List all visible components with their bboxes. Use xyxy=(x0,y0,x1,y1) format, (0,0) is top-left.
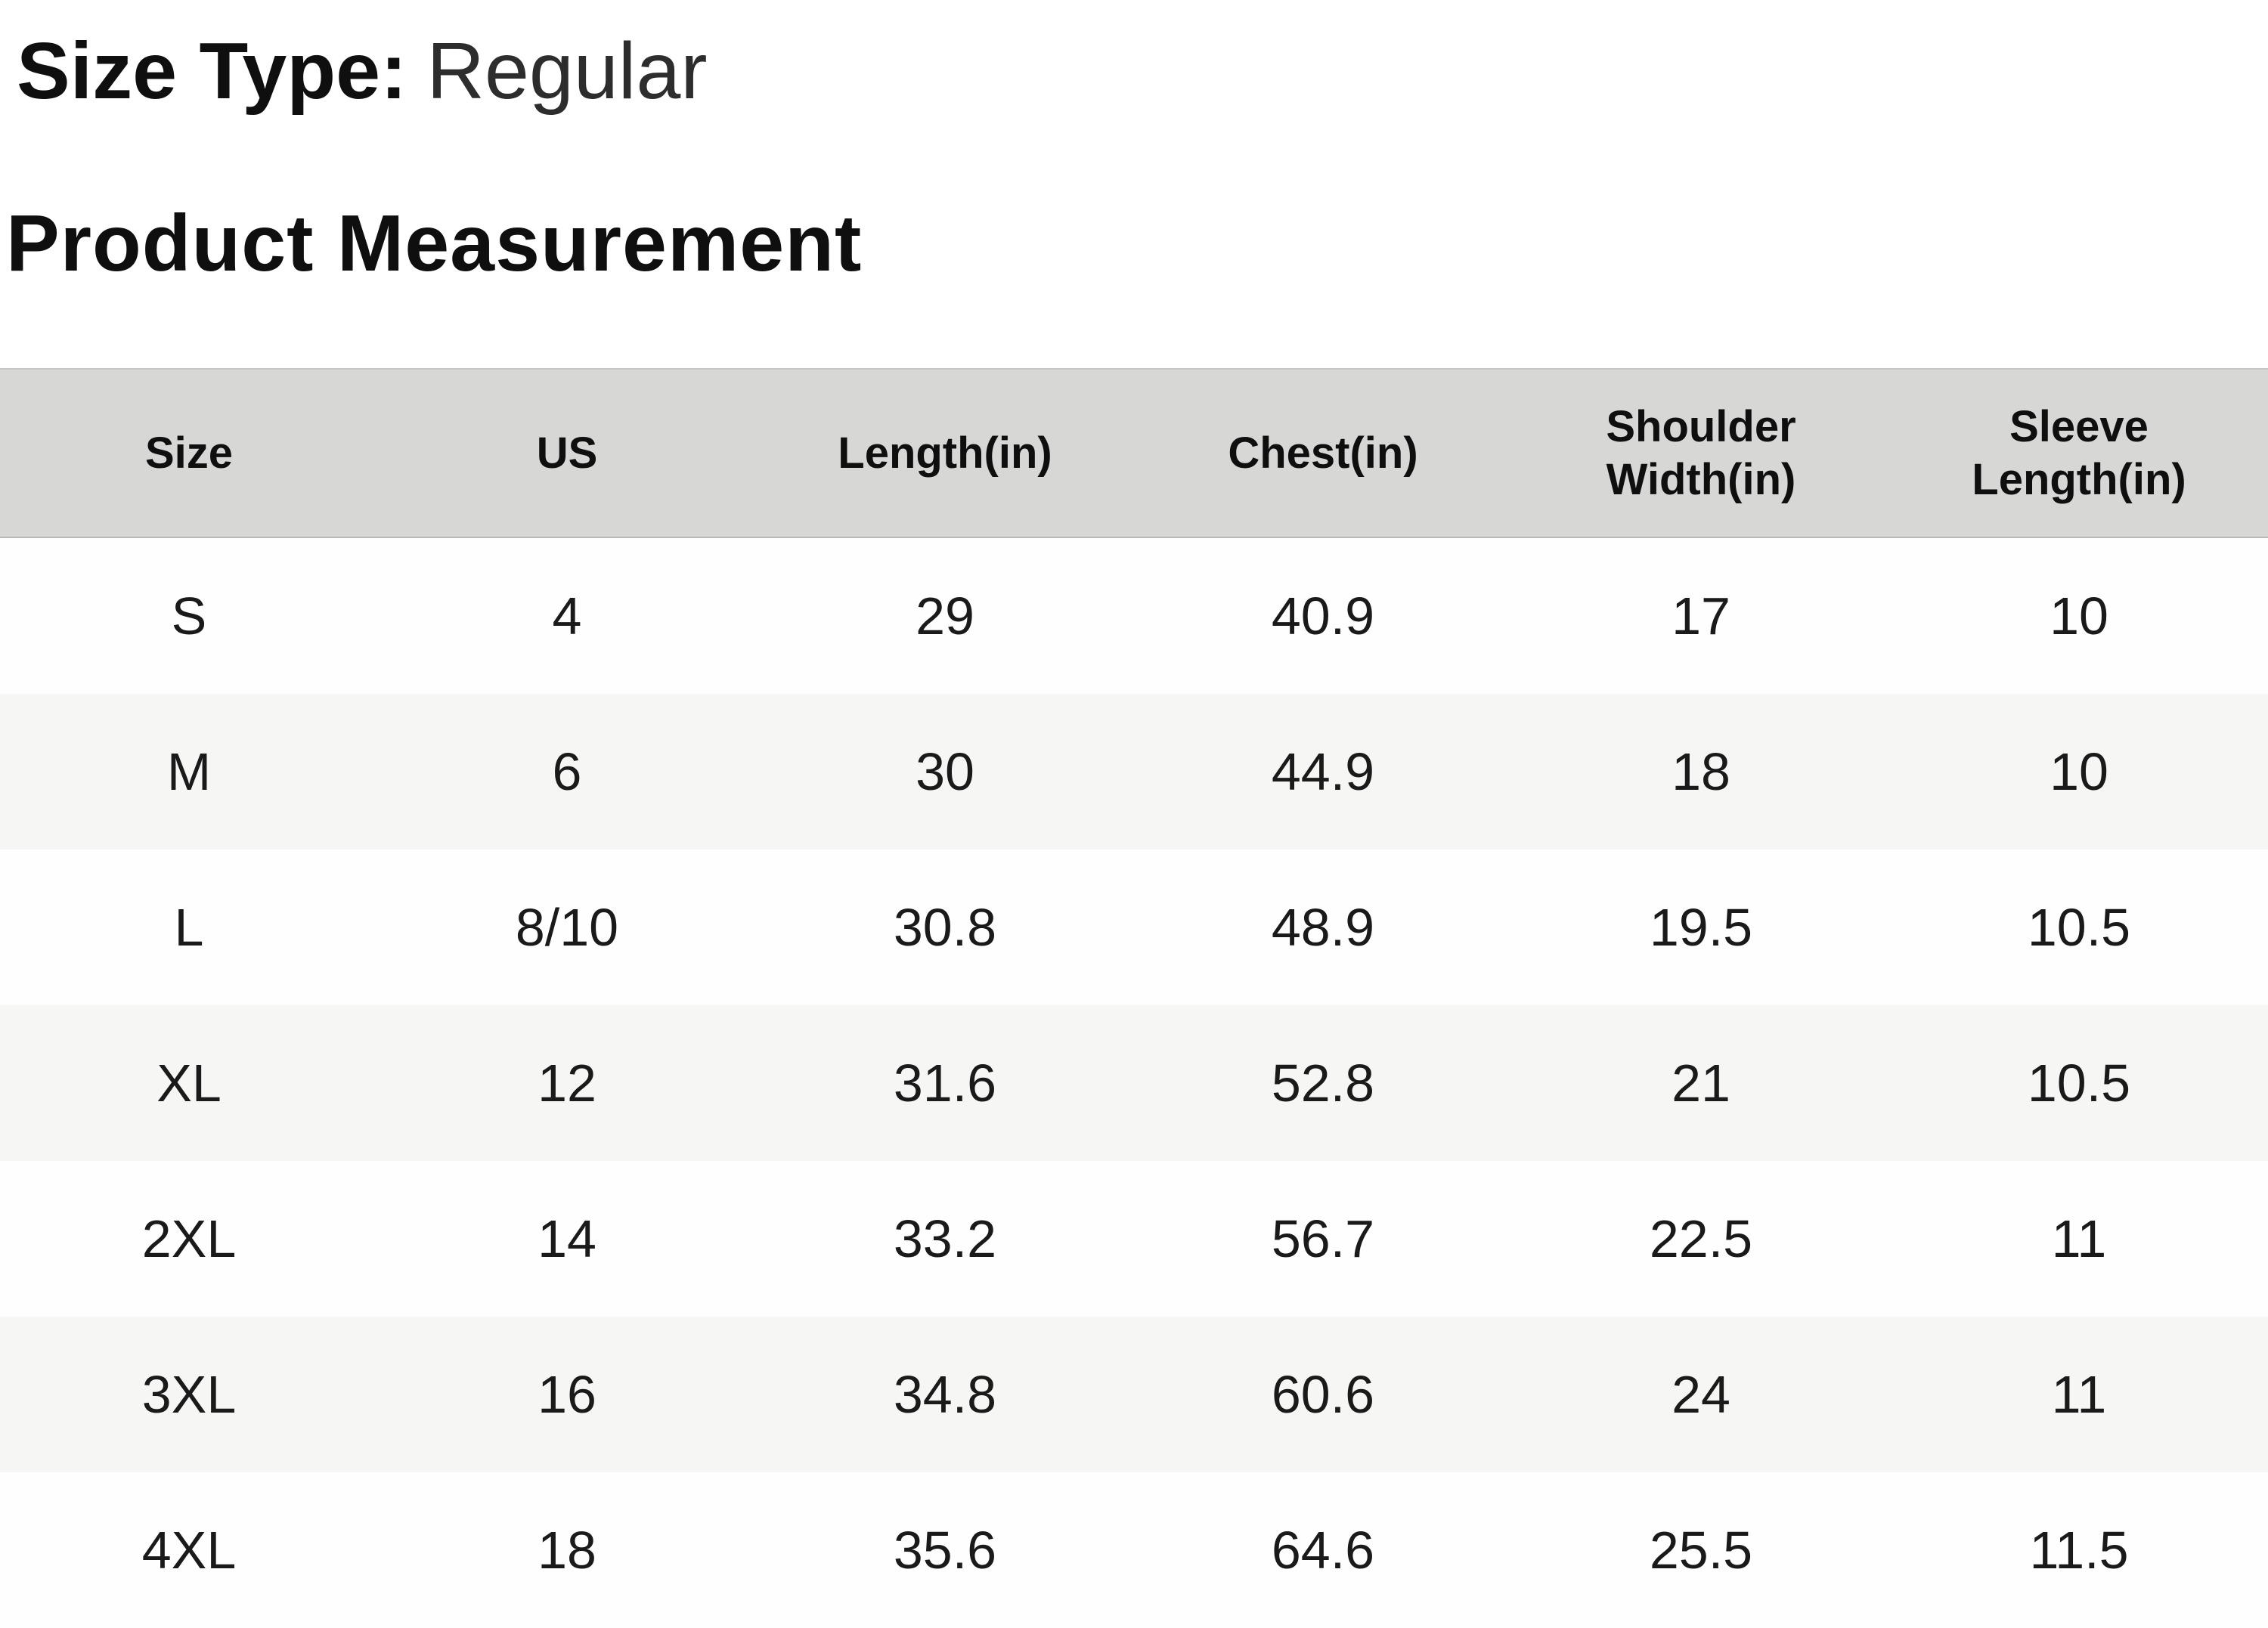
measurement-table-container: Size US Length(in) Chest(in) Shoulder Wi… xyxy=(0,368,2268,1628)
cell-chest: 56.7 xyxy=(1134,1161,1512,1317)
table-header-row: Size US Length(in) Chest(in) Shoulder Wi… xyxy=(0,368,2268,538)
table-row-2xl: 2XL 14 33.2 56.7 22.5 11 xyxy=(0,1161,2268,1317)
cell-sleeve-length: 11.5 xyxy=(1890,1472,2268,1628)
cell-chest: 48.9 xyxy=(1134,850,1512,1005)
cell-sleeve-length: 10 xyxy=(1890,537,2268,694)
cell-us: 14 xyxy=(378,1161,756,1317)
cell-size: 3XL xyxy=(0,1317,378,1472)
cell-chest: 40.9 xyxy=(1134,537,1512,694)
cell-sleeve-length: 10.5 xyxy=(1890,850,2268,1005)
table-row-s: S 4 29 40.9 17 10 xyxy=(0,537,2268,694)
cell-length: 33.2 xyxy=(756,1161,1134,1317)
cell-length: 30.8 xyxy=(756,850,1134,1005)
column-header-us: US xyxy=(378,368,756,538)
cell-shoulder-width: 25.5 xyxy=(1512,1472,1890,1628)
table-row-xl: XL 12 31.6 52.8 21 10.5 xyxy=(0,1005,2268,1161)
cell-chest: 64.6 xyxy=(1134,1472,1512,1628)
table-row-3xl: 3XL 16 34.8 60.6 24 11 xyxy=(0,1317,2268,1472)
cell-length: 31.6 xyxy=(756,1005,1134,1161)
table-row-m: M 6 30 44.9 18 10 xyxy=(0,694,2268,850)
cell-size: 2XL xyxy=(0,1161,378,1317)
product-measurement-title: Product Measurement xyxy=(6,199,863,288)
cell-size: S xyxy=(0,537,378,694)
cell-length: 29 xyxy=(756,537,1134,694)
cell-length: 35.6 xyxy=(756,1472,1134,1628)
cell-shoulder-width: 21 xyxy=(1512,1005,1890,1161)
column-header-sleeve-length: Sleeve Length(in) xyxy=(1890,368,2268,538)
size-type-value: Regular xyxy=(426,26,708,116)
table-row-4xl: 4XL 18 35.6 64.6 25.5 11.5 xyxy=(0,1472,2268,1628)
cell-chest: 52.8 xyxy=(1134,1005,1512,1161)
cell-shoulder-width: 19.5 xyxy=(1512,850,1890,1005)
cell-length: 34.8 xyxy=(756,1317,1134,1472)
table-body: S 4 29 40.9 17 10 M 6 30 44.9 18 10 L xyxy=(0,537,2268,1628)
column-header-length: Length(in) xyxy=(756,368,1134,538)
cell-size: 4XL xyxy=(0,1472,378,1628)
cell-shoulder-width: 22.5 xyxy=(1512,1161,1890,1317)
cell-chest: 60.6 xyxy=(1134,1317,1512,1472)
cell-sleeve-length: 11 xyxy=(1890,1317,2268,1472)
table-header: Size US Length(in) Chest(in) Shoulder Wi… xyxy=(0,368,2268,538)
cell-shoulder-width: 24 xyxy=(1512,1317,1890,1472)
measurement-table: Size US Length(in) Chest(in) Shoulder Wi… xyxy=(0,368,2268,1628)
table-row-l: L 8/10 30.8 48.9 19.5 10.5 xyxy=(0,850,2268,1005)
cell-chest: 44.9 xyxy=(1134,694,1512,850)
column-header-size: Size xyxy=(0,368,378,538)
size-type-label: Size Type: xyxy=(17,26,407,116)
size-type-heading: Size Type: Regular xyxy=(17,26,708,118)
cell-shoulder-width: 18 xyxy=(1512,694,1890,850)
cell-sleeve-length: 10.5 xyxy=(1890,1005,2268,1161)
cell-shoulder-width: 17 xyxy=(1512,537,1890,694)
cell-us: 12 xyxy=(378,1005,756,1161)
cell-size: XL xyxy=(0,1005,378,1161)
cell-sleeve-length: 11 xyxy=(1890,1161,2268,1317)
column-header-chest: Chest(in) xyxy=(1134,368,1512,538)
cell-us: 16 xyxy=(378,1317,756,1472)
cell-length: 30 xyxy=(756,694,1134,850)
cell-us: 4 xyxy=(378,537,756,694)
cell-sleeve-length: 10 xyxy=(1890,694,2268,850)
column-header-shoulder-width: Shoulder Width(in) xyxy=(1512,368,1890,538)
cell-size: L xyxy=(0,850,378,1005)
cell-us: 8/10 xyxy=(378,850,756,1005)
cell-us: 6 xyxy=(378,694,756,850)
cell-size: M xyxy=(0,694,378,850)
cell-us: 18 xyxy=(378,1472,756,1628)
